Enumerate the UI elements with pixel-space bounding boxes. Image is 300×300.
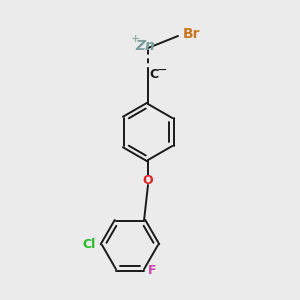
Text: F: F (148, 264, 157, 277)
Text: −: − (157, 64, 167, 76)
Text: C: C (149, 68, 158, 80)
Text: O: O (143, 173, 153, 187)
Text: Cl: Cl (83, 238, 96, 250)
Text: Zn: Zn (135, 39, 155, 53)
Text: +: + (130, 34, 140, 44)
Text: Br: Br (183, 27, 201, 41)
